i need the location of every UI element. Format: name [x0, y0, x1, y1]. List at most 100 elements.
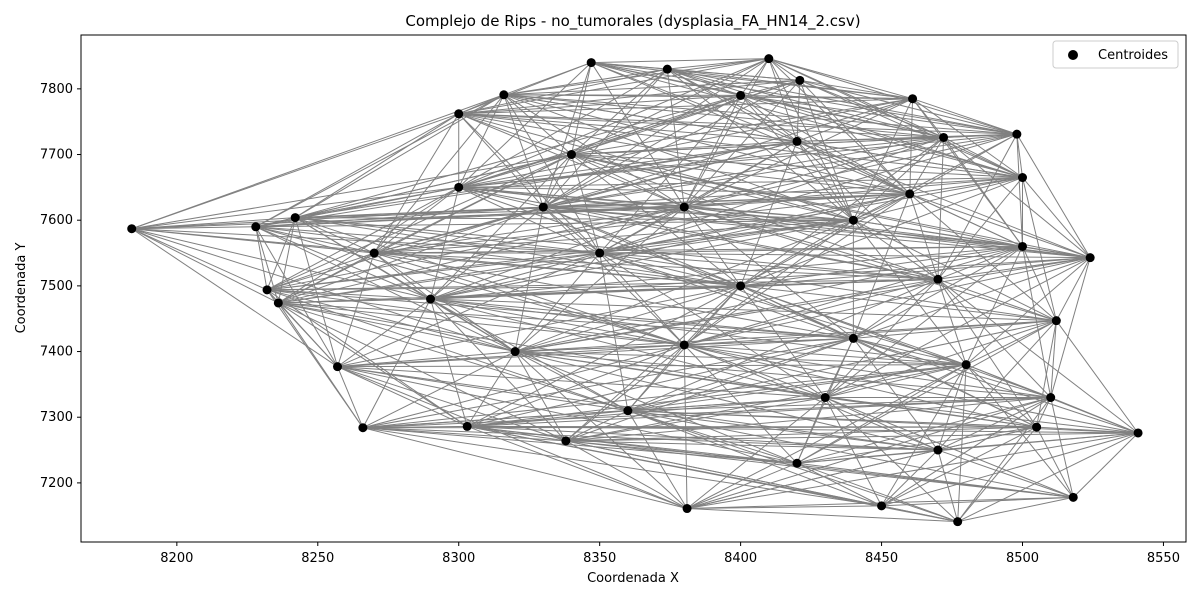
rips-edge	[266, 289, 468, 427]
rips-edge	[768, 58, 798, 142]
rips-edge	[255, 226, 600, 254]
rips-edge	[374, 252, 938, 280]
rips-edge	[740, 94, 1023, 178]
centroid-point	[905, 189, 915, 199]
rips-edge	[278, 302, 516, 353]
rips-edge	[686, 449, 939, 509]
centroid-point	[1012, 129, 1022, 139]
rips-edge	[565, 397, 1051, 442]
rips-edge	[267, 289, 854, 339]
rips-edge	[796, 320, 1057, 464]
rips-edge	[686, 462, 798, 509]
y-tick-label: 7400	[40, 345, 73, 360]
rips-edge	[458, 186, 600, 254]
rips-edge	[909, 193, 1023, 247]
rips-edge	[458, 186, 1091, 259]
rips-edge	[515, 344, 685, 353]
rips-edge	[824, 397, 883, 507]
x-tick-label: 8450	[865, 551, 898, 566]
rips-edge	[909, 193, 1091, 259]
rips-edge	[430, 298, 967, 366]
centroid-point	[764, 54, 774, 64]
rips-edge	[571, 136, 944, 156]
centroid-point	[877, 501, 887, 511]
rips-edge	[131, 228, 375, 254]
rips-edge	[278, 302, 468, 427]
rips-edge	[683, 219, 854, 346]
rips-edge	[337, 351, 516, 368]
y-axis-ticks: 7200 7300 7400 7500 7600 7700 7800	[40, 82, 81, 491]
rips-edge	[824, 338, 854, 398]
rips-edge	[571, 154, 601, 254]
rips-edge	[957, 426, 1037, 522]
rips-edge	[768, 58, 1018, 135]
rips-edge	[937, 449, 959, 522]
rips-edge	[796, 364, 967, 464]
rips-edge	[796, 98, 913, 142]
rips-edge	[374, 252, 685, 346]
legend-box	[1052, 40, 1179, 69]
rips-edge	[374, 245, 1023, 254]
rips-edge	[590, 62, 685, 208]
centroid-point	[454, 182, 464, 192]
rips-edge	[467, 425, 882, 507]
rips-edge	[571, 154, 939, 280]
rips-edge	[571, 79, 800, 156]
rips-edge	[430, 298, 567, 442]
rips-edge	[853, 219, 1057, 322]
rips-edge	[362, 337, 854, 429]
rips-edge	[957, 397, 1052, 522]
rips-edge	[337, 337, 854, 368]
rips-edge	[430, 298, 516, 352]
centroid-point	[682, 504, 692, 514]
rips-edge	[852, 338, 939, 451]
rips-edge	[853, 257, 1091, 339]
rips-edge	[278, 186, 459, 304]
rips-edge	[937, 278, 1057, 322]
rips-edge	[295, 154, 572, 219]
rips-edge	[458, 186, 741, 287]
legend-label: Centroides	[1098, 48, 1168, 63]
centroid-point	[426, 294, 436, 304]
centroid-point	[848, 215, 858, 225]
x-tick-label: 8200	[160, 551, 193, 566]
rips-edge	[514, 206, 544, 352]
rips-edge	[599, 193, 910, 254]
rips-edge	[912, 98, 1018, 135]
rips-edge	[740, 141, 798, 287]
rips-edge	[565, 426, 1037, 442]
rips-edge	[853, 246, 1023, 339]
rips-edge	[1016, 134, 1024, 178]
x-tick-label: 8500	[1006, 551, 1039, 566]
centroid-point	[127, 224, 137, 234]
rips-edge	[458, 113, 798, 142]
rips-edge	[684, 344, 967, 366]
rips-edge	[683, 193, 911, 346]
rips-edge	[514, 219, 854, 353]
centroid-point	[1133, 428, 1143, 438]
rips-edge	[824, 246, 1023, 398]
rips-edge	[458, 58, 769, 115]
rips-edge	[740, 285, 826, 398]
centroid-point	[908, 94, 918, 104]
rips-edge	[686, 364, 967, 509]
rips-edge	[565, 440, 798, 464]
rips-edge	[503, 94, 798, 142]
rips-edge	[503, 68, 668, 96]
rips-edge	[627, 397, 826, 412]
centroid-point	[1068, 492, 1078, 502]
x-axis-label: Coordenada X	[587, 571, 679, 586]
rips-edge	[565, 337, 854, 442]
rips-edge	[825, 364, 967, 399]
rips-edge	[909, 193, 1057, 322]
rips-edge	[1036, 320, 1057, 428]
rips-edge	[684, 344, 826, 398]
rips-edge	[937, 320, 1057, 451]
rips-edge	[881, 397, 1051, 507]
centroid-point	[262, 285, 272, 295]
rips-edge	[515, 351, 967, 366]
centroid-point	[848, 333, 858, 343]
rips-edge	[667, 58, 769, 70]
rips-edge	[337, 298, 431, 368]
rips-edge	[687, 505, 882, 510]
